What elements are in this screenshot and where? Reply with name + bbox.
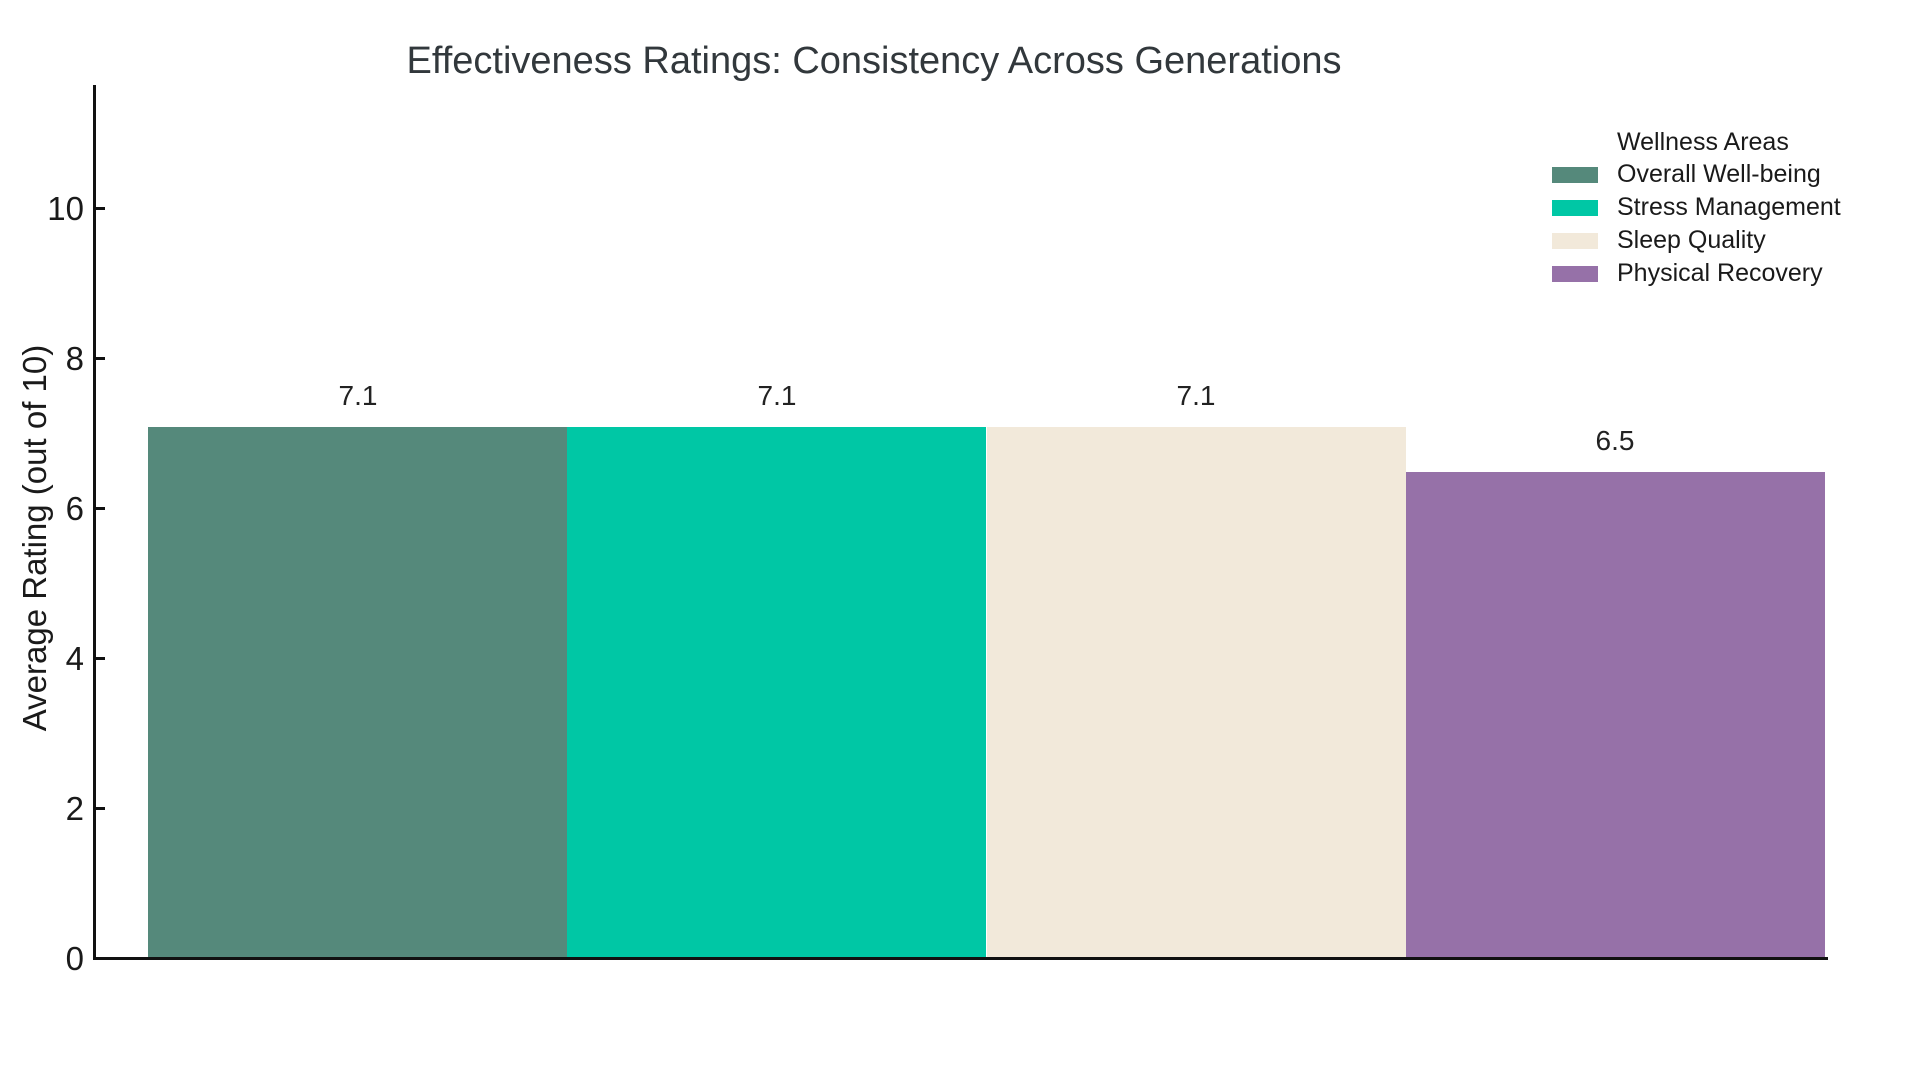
- legend-swatch-stress-management: [1552, 199, 1598, 216]
- bar-value-label-physical-recovery: 6.5: [1595, 425, 1635, 456]
- y-tick-label: 0: [65, 939, 84, 977]
- bar-value-label-sleep-quality: 7.1: [1176, 380, 1216, 411]
- bar-value-label-stress-management: 7.1: [757, 380, 797, 411]
- bar-value-label-overall-well-being: 7.1: [338, 380, 378, 411]
- legend-item-label: Physical Recovery: [1617, 259, 1823, 287]
- y-tick: [96, 507, 105, 510]
- y-tick-label: 6: [65, 489, 84, 527]
- legend-swatch-overall-well-being: [1552, 166, 1598, 183]
- y-tick-label: 10: [47, 189, 84, 227]
- bar-overall-well-being[interactable]: [148, 427, 567, 960]
- y-tick: [96, 657, 105, 660]
- y-tick-label: 8: [65, 339, 84, 377]
- bar-stress-management[interactable]: [567, 427, 986, 960]
- y-tick-label: 4: [65, 639, 84, 677]
- legend: Wellness Areas Overall Well-being Stress …: [1552, 126, 1841, 290]
- legend-item-label: Stress Management: [1617, 193, 1841, 221]
- legend-swatch-physical-recovery: [1552, 265, 1598, 282]
- bar-sleep-quality[interactable]: [987, 427, 1406, 960]
- legend-item-physical-recovery[interactable]: Physical Recovery: [1552, 257, 1841, 290]
- bar-physical-recovery[interactable]: [1406, 472, 1825, 960]
- legend-items: Overall Well-being Stress Management Sleep…: [1552, 158, 1841, 290]
- x-axis-line: [93, 957, 1828, 960]
- legend-item-label: Sleep Quality: [1617, 226, 1766, 254]
- legend-item-label: Overall Well-being: [1617, 160, 1821, 188]
- legend-item-overall-well-being[interactable]: Overall Well-being: [1552, 158, 1841, 191]
- legend-title: Wellness Areas: [1617, 128, 1789, 156]
- y-tick-label: 2: [65, 789, 84, 827]
- y-tick: [96, 807, 105, 810]
- legend-item-stress-management[interactable]: Stress Management: [1552, 191, 1841, 224]
- legend-swatch-sleep-quality: [1552, 232, 1598, 249]
- legend-item-sleep-quality[interactable]: Sleep Quality: [1552, 224, 1841, 257]
- y-tick: [96, 357, 105, 360]
- y-axis-line: [93, 85, 96, 960]
- chart-title: Effectiveness Ratings: Consistency Acros…: [406, 40, 1342, 82]
- y-tick: [96, 207, 105, 210]
